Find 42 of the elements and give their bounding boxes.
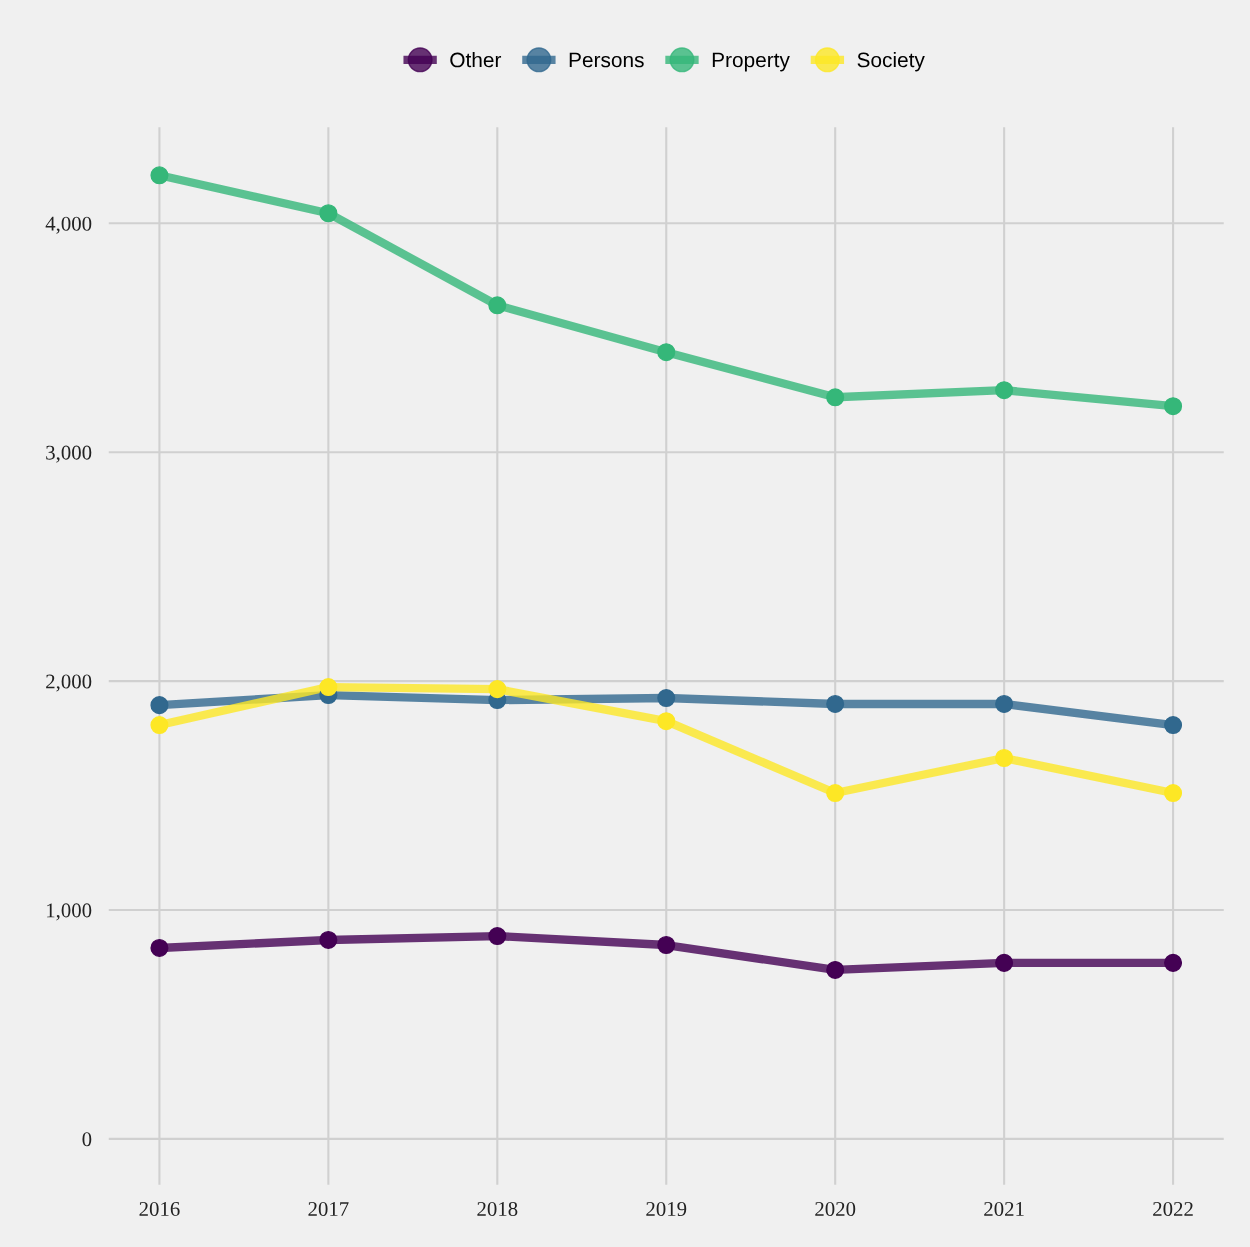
point xyxy=(995,953,1014,972)
point xyxy=(657,689,676,708)
legend-label: Persons xyxy=(569,52,644,68)
point xyxy=(488,927,507,946)
x-tick-label: 2019 xyxy=(646,1201,687,1216)
point xyxy=(826,388,845,407)
point xyxy=(319,204,338,223)
point xyxy=(1164,397,1183,416)
y-tick-label: 1,000 xyxy=(47,903,92,921)
point xyxy=(150,166,169,185)
legend-label: Society xyxy=(857,52,925,72)
x-tick-label: 2022 xyxy=(1153,1201,1193,1216)
legend-label: Other xyxy=(450,52,502,68)
point xyxy=(488,680,507,699)
y-tick-label: 2,000 xyxy=(46,674,92,692)
point xyxy=(150,938,169,958)
point xyxy=(1164,953,1183,972)
x-tick-label: 2017 xyxy=(308,1201,349,1216)
point xyxy=(319,930,338,949)
point xyxy=(826,783,845,803)
legend-label: Property xyxy=(712,52,790,72)
x-tick-label: 2020 xyxy=(815,1201,856,1216)
x-tick-label: 2018 xyxy=(477,1201,518,1216)
point xyxy=(1164,716,1183,735)
y-tick-label: 4,000 xyxy=(45,216,92,234)
x-tick-label: 2016 xyxy=(139,1201,180,1216)
point xyxy=(657,343,676,362)
point xyxy=(826,960,845,979)
y-tick-label: 3,000 xyxy=(46,445,92,463)
point xyxy=(826,694,845,714)
point xyxy=(995,694,1014,714)
point xyxy=(150,716,169,735)
point xyxy=(995,381,1014,400)
point xyxy=(657,712,676,731)
y-tick-label: 0 xyxy=(82,1132,92,1147)
point xyxy=(319,678,338,697)
point xyxy=(995,748,1014,768)
x-tick-label: 2021 xyxy=(984,1201,1024,1216)
point xyxy=(657,935,676,955)
point xyxy=(150,696,169,715)
point xyxy=(1164,783,1183,803)
point xyxy=(488,296,507,315)
